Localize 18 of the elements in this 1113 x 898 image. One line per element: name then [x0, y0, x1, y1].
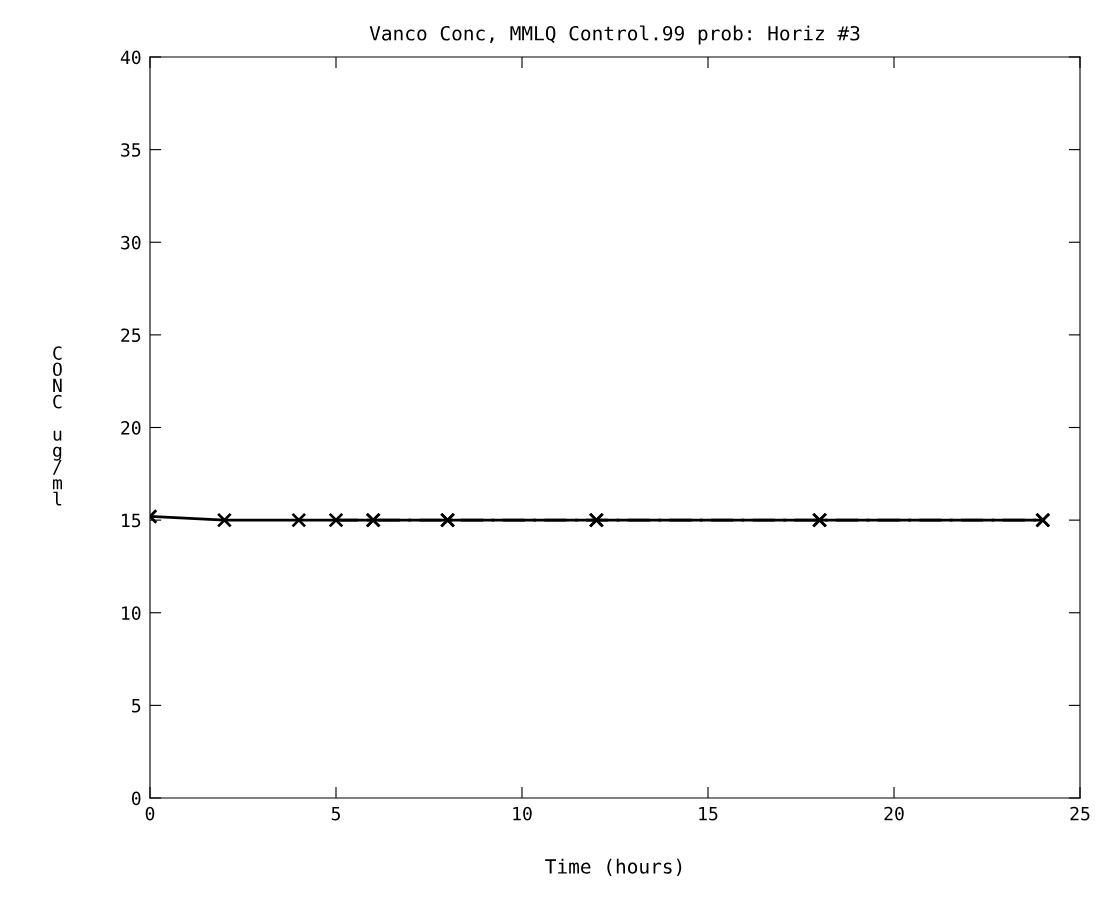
- text: CONC ug/ml: [52, 346, 62, 506]
- x-tick-label: 20: [884, 806, 904, 821]
- x-tick-label: 25: [1070, 806, 1090, 821]
- x-tick-label: 0: [145, 806, 155, 821]
- y-tick-label: 40: [120, 50, 141, 65]
- y-tick-label: 35: [121, 143, 141, 157]
- y-tick-label: 20: [121, 421, 141, 435]
- x-tick-label: 10: [513, 806, 532, 821]
- y-tick-label: 0: [131, 791, 141, 806]
- y-tick-label: 15: [122, 513, 141, 528]
- y-tick-label: 30: [121, 235, 141, 250]
- y-tick-label: 5: [132, 699, 141, 713]
- chart-title: Vanco Conc, MMLQ Control.99 prob: Horiz #3: [369, 25, 860, 45]
- y-tick-label: 10: [122, 606, 141, 620]
- y-tick-label: 25: [121, 328, 141, 343]
- x-tick-label: 5: [331, 806, 340, 821]
- x-axis-title: Time (hours): [545, 858, 682, 877]
- x-tick-label: 15: [699, 806, 718, 821]
